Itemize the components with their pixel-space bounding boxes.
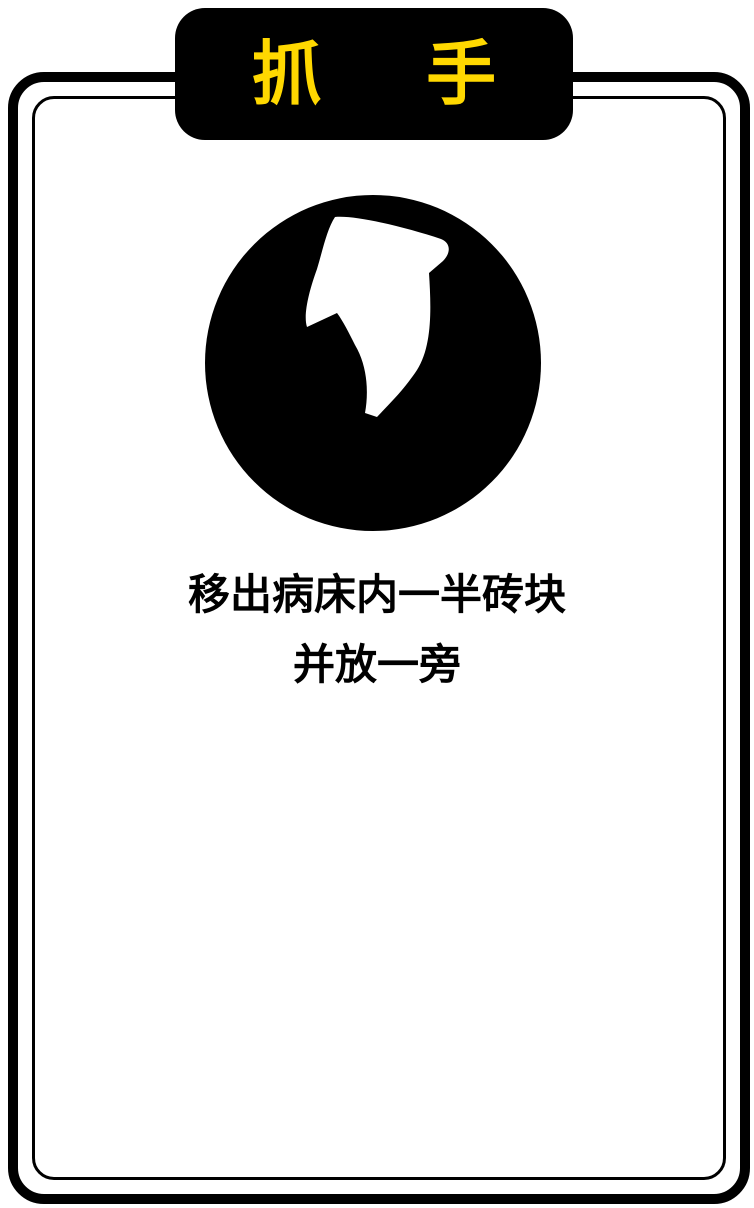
card-title: 抓 手 [251,33,537,115]
caption-line-2: 并放一旁 [292,640,461,689]
card-caption: 移出病床内一半砖块 并放一旁 [0,560,754,700]
caption-line-1: 移出病床内一半砖块 [187,570,566,619]
title-tab: 抓 手 [175,8,573,140]
hand-gripper-icon [205,195,541,531]
